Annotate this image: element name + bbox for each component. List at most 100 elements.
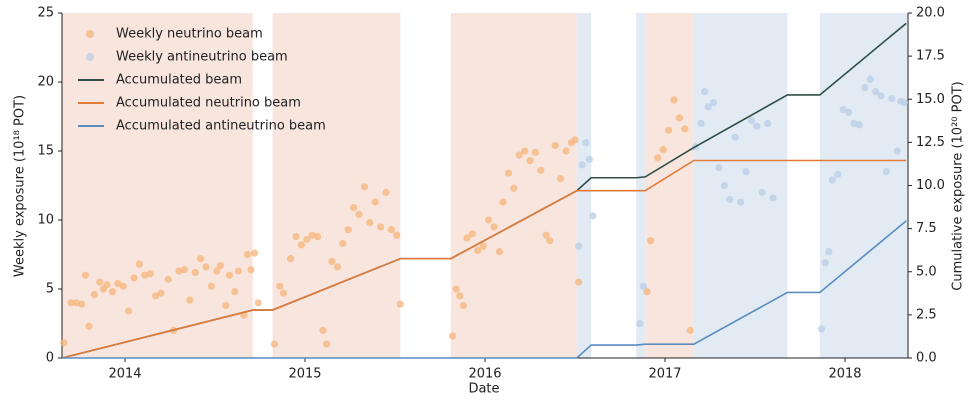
legend-label: Accumulated antineutrino beam: [116, 119, 326, 134]
point: [72, 299, 80, 307]
point: [339, 239, 347, 248]
point: [377, 223, 385, 231]
point: [222, 301, 230, 310]
beam-period: [576, 13, 592, 358]
point: [758, 188, 766, 196]
point: [141, 271, 149, 279]
point: [81, 271, 89, 279]
y2-tick-label: 12.5: [916, 135, 945, 150]
y2-tick-label: 10.0: [916, 178, 945, 193]
point: [355, 210, 363, 219]
beam-period: [819, 13, 908, 358]
y-tick-label: 10: [37, 213, 54, 228]
point: [485, 216, 493, 224]
legend-marker: [86, 30, 94, 38]
point: [60, 339, 68, 347]
point: [243, 250, 251, 259]
point: [186, 296, 194, 304]
x-axis-label: Date: [468, 382, 499, 397]
point: [344, 226, 352, 234]
point: [510, 184, 518, 192]
point: [78, 300, 86, 308]
point: [888, 94, 896, 103]
point: [704, 103, 712, 111]
point: [231, 288, 239, 296]
y-axis-label: Weekly exposure (10¹⁸ POT): [13, 95, 28, 277]
line: [62, 220, 907, 359]
point: [639, 282, 648, 290]
line: [61, 159, 907, 359]
point: [225, 271, 233, 279]
point: [125, 307, 133, 315]
point: [818, 325, 826, 333]
y-tick-label: 0: [46, 351, 54, 366]
x-tick-label: 2014: [108, 367, 141, 382]
point: [308, 231, 316, 239]
point: [647, 237, 655, 245]
point: [575, 278, 583, 286]
point: [103, 281, 111, 289]
y-tick-label: 20: [37, 75, 54, 90]
point: [164, 275, 172, 283]
point: [542, 231, 550, 239]
point: [636, 319, 644, 328]
point: [546, 237, 554, 245]
point: [292, 232, 300, 241]
point: [382, 188, 390, 196]
point: [872, 88, 880, 96]
beam-period: [272, 13, 401, 358]
beam-period: [62, 13, 253, 358]
point: [834, 170, 842, 179]
y2-tick-label: 2.5: [916, 307, 937, 322]
point: [571, 136, 579, 144]
point: [456, 292, 464, 300]
point: [893, 147, 901, 155]
point: [207, 282, 215, 290]
point: [479, 242, 487, 250]
point: [387, 226, 395, 234]
point: [526, 157, 534, 165]
x-tick-label: 2016: [468, 367, 501, 382]
point: [825, 248, 833, 256]
point: [202, 263, 210, 271]
y2-tick-label: 17.5: [916, 49, 945, 64]
point: [247, 266, 255, 274]
point: [180, 266, 188, 274]
point: [333, 263, 341, 271]
point: [585, 155, 594, 163]
beam-period: [636, 13, 646, 358]
point: [882, 168, 891, 176]
point: [731, 133, 739, 141]
point: [521, 147, 529, 155]
point: [582, 139, 590, 147]
point: [67, 299, 75, 307]
point: [686, 326, 694, 334]
legend-marker: [86, 53, 94, 61]
y2-tick-label: 5.0: [916, 264, 937, 279]
point: [769, 194, 777, 202]
point: [681, 125, 689, 133]
point: [821, 259, 829, 267]
point: [459, 301, 467, 310]
point: [254, 299, 262, 307]
point: [861, 83, 869, 92]
point: [85, 322, 93, 330]
point: [197, 255, 205, 263]
point: [234, 267, 242, 275]
y-tick-label: 25: [37, 6, 54, 21]
y2-tick-label: 7.5: [916, 221, 937, 236]
point: [575, 242, 583, 250]
x-tick-label: 2017: [648, 367, 681, 382]
y2-tick-label: 20.0: [916, 6, 945, 21]
point: [287, 255, 295, 263]
point: [697, 119, 705, 127]
legend-label: Weekly neutrino beam: [116, 27, 263, 42]
point: [319, 326, 327, 334]
point: [191, 268, 199, 277]
point: [452, 285, 460, 293]
point: [396, 300, 404, 308]
point: [366, 219, 374, 227]
point: [562, 147, 570, 155]
point: [726, 195, 734, 203]
point: [270, 340, 278, 348]
